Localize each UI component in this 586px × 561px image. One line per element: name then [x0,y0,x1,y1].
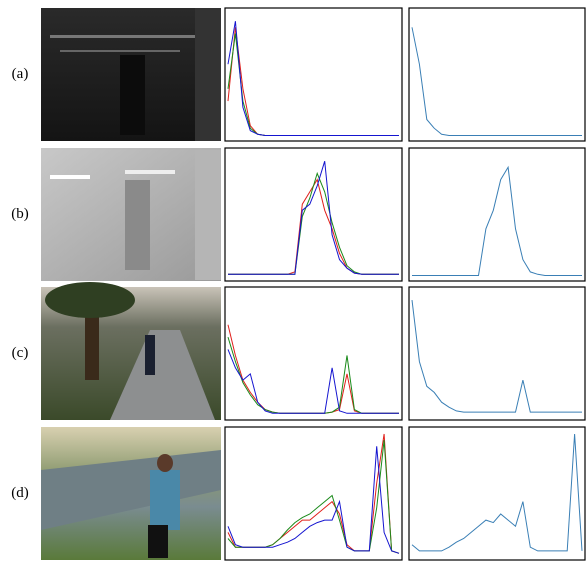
histogram-line [411,433,583,552]
row-label: (d) [11,485,29,501]
rgb-histogram-frame [224,147,403,282]
histogram-line [227,21,399,136]
gray-histogram-frame [408,286,586,421]
photo-d [41,427,221,560]
photo-b [41,148,221,281]
histogram-line [412,165,582,276]
histogram-line [411,300,582,413]
row-label: (a) [12,66,29,82]
histogram-line [411,27,582,136]
row-label: (c) [12,345,29,361]
photo-c [41,282,221,420]
histogram-line [228,161,399,275]
gray-histogram-frame [408,147,586,282]
gray-histogram-frame [408,426,586,561]
rgb-histogram-frame [224,286,403,421]
rgb-histogram-frame [224,426,403,561]
histogram-line [227,349,399,414]
rgb-histogram-frame [224,7,403,142]
photo-a [41,8,221,141]
row-label: (b) [11,206,29,222]
histogram-line [227,446,400,554]
gray-histogram-frame [408,7,586,142]
